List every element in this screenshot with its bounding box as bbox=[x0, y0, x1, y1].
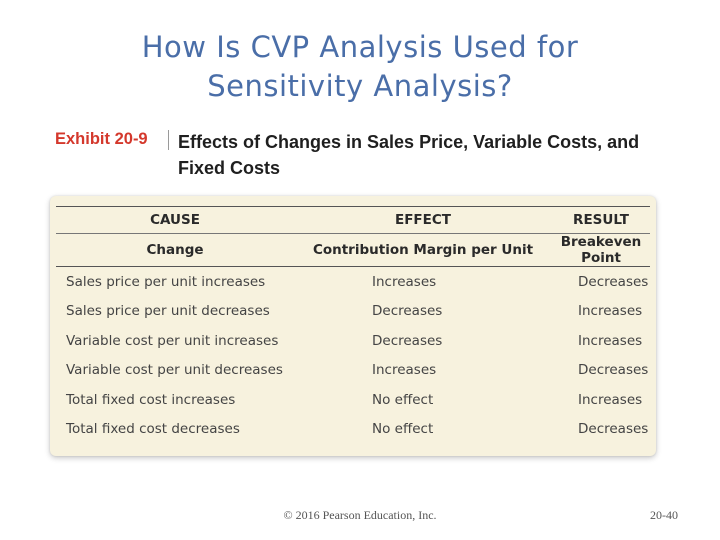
column-header-change: Change bbox=[56, 233, 294, 267]
cell-change: Sales price per unit decreases bbox=[66, 303, 270, 320]
cell-change: Sales price per unit increases bbox=[66, 273, 266, 290]
slide-title-line-1: How Is CVP Analysis Used for bbox=[141, 30, 579, 64]
cell-change: Total fixed cost increases bbox=[66, 391, 236, 408]
group-header-result: RESULT bbox=[552, 206, 650, 234]
group-header-effect: EFFECT bbox=[294, 206, 552, 234]
table-row: Sales price per unit increases Increases… bbox=[56, 267, 650, 297]
footer-page-number: 20-40 bbox=[650, 508, 678, 522]
cell-contribution-margin: No effect bbox=[372, 391, 434, 408]
cell-change: Total fixed cost decreases bbox=[66, 421, 240, 438]
group-header-cause: CAUSE bbox=[56, 206, 294, 234]
cell-change: Variable cost per unit increases bbox=[66, 332, 279, 349]
cell-breakeven-point: Increases bbox=[578, 332, 643, 349]
table-column-header-row: Change Contribution Margin per Unit Brea… bbox=[56, 233, 650, 267]
cell-change: Variable cost per unit decreases bbox=[66, 362, 283, 379]
column-header-breakeven-point: Breakeven Point bbox=[552, 233, 650, 267]
cell-contribution-margin: Decreases bbox=[372, 332, 443, 349]
exhibit-table-card: CAUSE EFFECT RESULT Change Contribution … bbox=[50, 196, 656, 456]
exhibit-header: Exhibit 20-9 Effects of Changes in Sales… bbox=[55, 128, 655, 182]
cell-contribution-margin: Increases bbox=[372, 273, 437, 290]
footer-copyright: © 2016 Pearson Education, Inc. bbox=[283, 508, 437, 522]
exhibit-label: Exhibit 20-9 bbox=[55, 130, 148, 148]
cell-breakeven-point: Decreases bbox=[578, 273, 649, 290]
table-row: Variable cost per unit decreases Increas… bbox=[56, 356, 650, 386]
exhibit-divider bbox=[168, 130, 169, 150]
exhibit-table: CAUSE EFFECT RESULT Change Contribution … bbox=[56, 206, 650, 444]
column-header-contribution-margin: Contribution Margin per Unit bbox=[294, 233, 552, 267]
table-row: Total fixed cost decreases No effect Dec… bbox=[56, 415, 650, 445]
cell-contribution-margin: Increases bbox=[372, 362, 437, 379]
cell-breakeven-point: Decreases bbox=[578, 362, 649, 379]
cell-contribution-margin: No effect bbox=[372, 421, 434, 438]
slide-title: How Is CVP Analysis Used for Sensitivity… bbox=[0, 28, 720, 106]
cell-contribution-margin: Decreases bbox=[372, 303, 443, 320]
table-group-header-row: CAUSE EFFECT RESULT bbox=[56, 206, 650, 234]
cell-breakeven-point: Increases bbox=[578, 303, 643, 320]
table-row: Variable cost per unit increases Decreas… bbox=[56, 326, 650, 356]
exhibit-title: Effects of Changes in Sales Price, Varia… bbox=[178, 132, 640, 178]
cell-breakeven-point: Increases bbox=[578, 391, 643, 408]
slide-title-line-2: Sensitivity Analysis? bbox=[207, 69, 513, 103]
table-row: Total fixed cost increases No effect Inc… bbox=[56, 385, 650, 415]
cell-breakeven-point: Decreases bbox=[578, 421, 649, 438]
table-row: Sales price per unit decreases Decreases… bbox=[56, 297, 650, 327]
